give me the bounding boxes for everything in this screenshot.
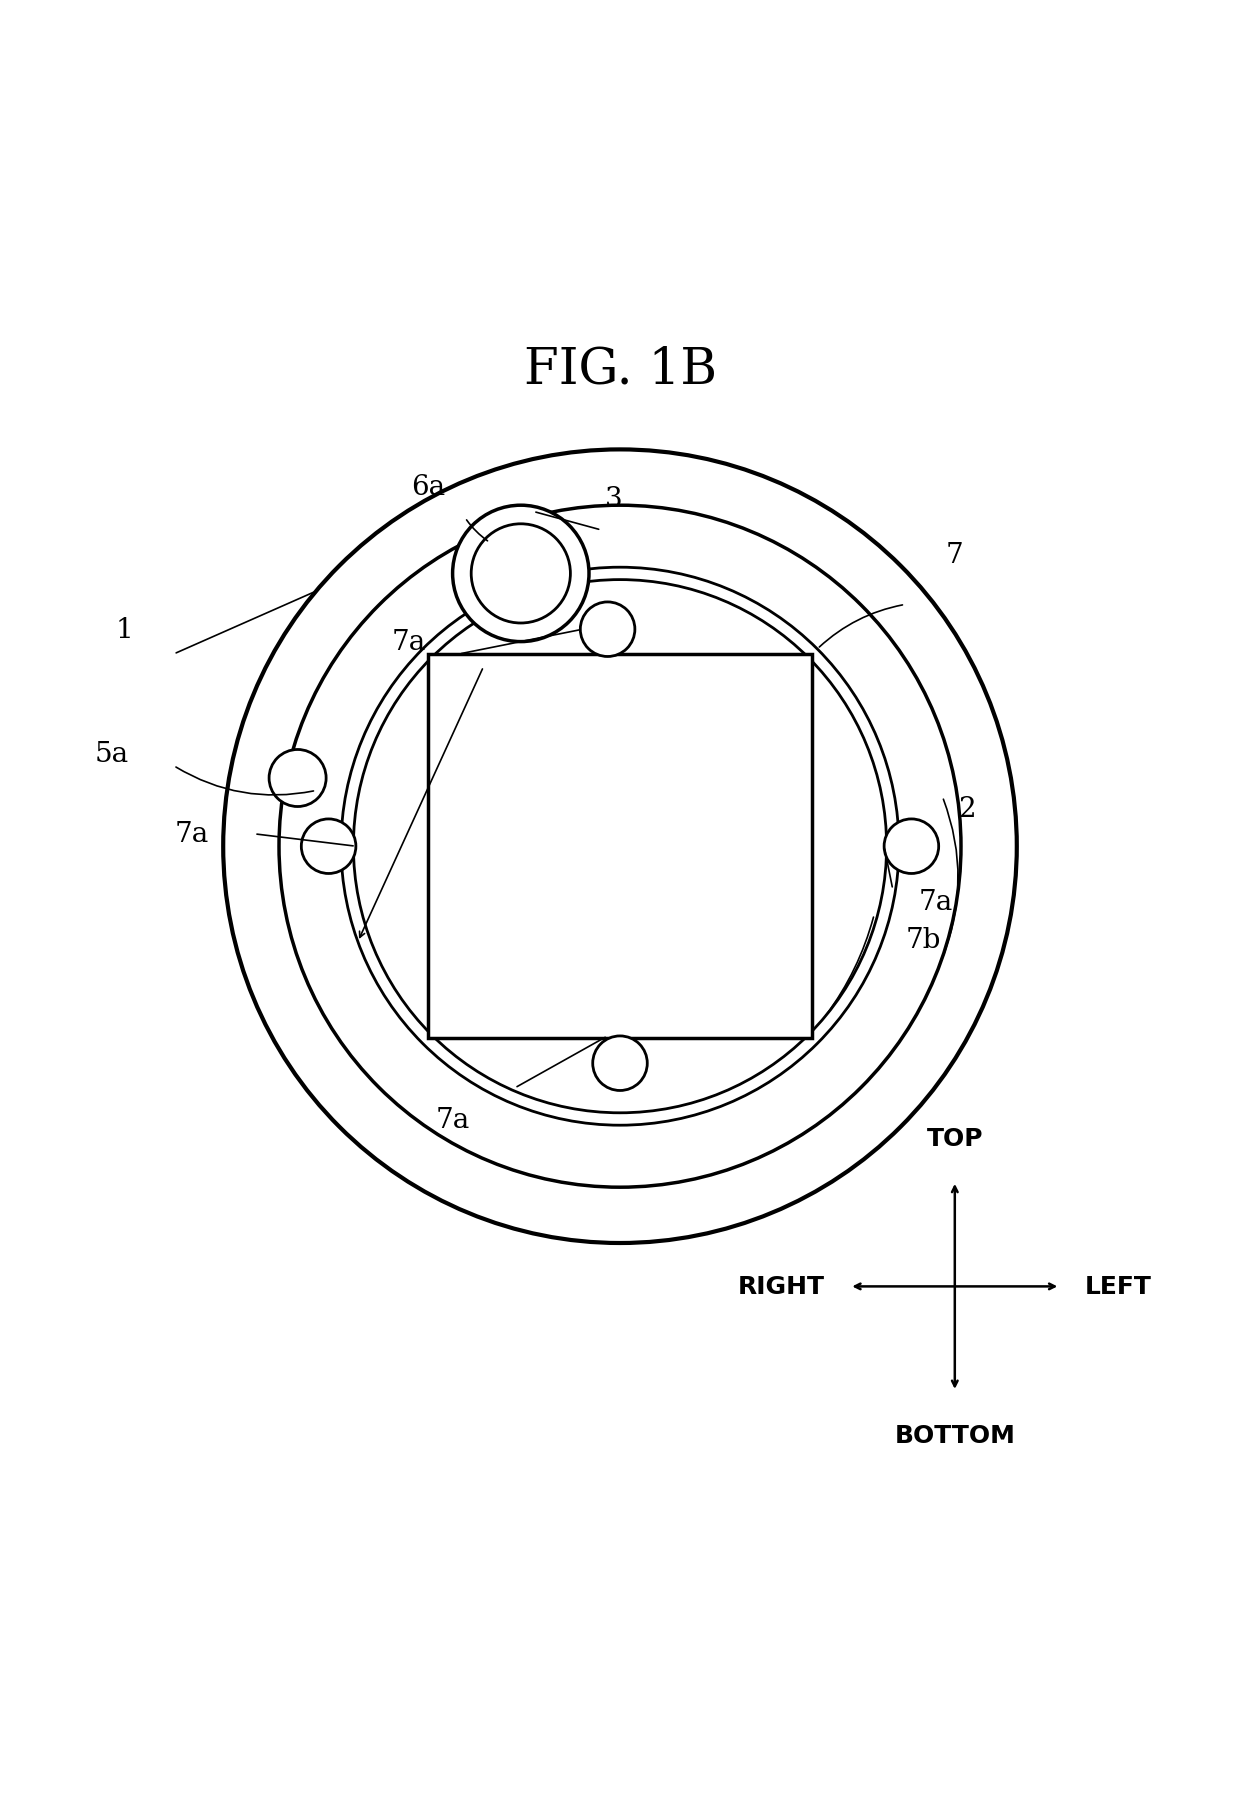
Text: 1: 1 [115,616,133,643]
Circle shape [471,525,570,625]
Text: 7a: 7a [392,628,427,655]
Text: 7a: 7a [919,890,954,915]
Circle shape [301,819,356,874]
Text: 5a: 5a [94,740,129,767]
Text: FIG. 1B: FIG. 1B [523,345,717,393]
Text: 7a: 7a [175,821,210,848]
Circle shape [453,505,589,643]
Text: 2: 2 [959,796,976,823]
Circle shape [884,819,939,874]
Text: 7: 7 [946,542,963,569]
Circle shape [593,1036,647,1090]
Bar [428,655,812,1040]
Circle shape [269,751,326,807]
Text: LEFT: LEFT [1085,1274,1152,1298]
Text: 6a: 6a [410,475,445,500]
Text: TOP: TOP [926,1126,983,1150]
Text: RIGHT: RIGHT [738,1274,825,1298]
Circle shape [580,603,635,657]
Text: BOTTOM: BOTTOM [894,1422,1016,1448]
Text: 3: 3 [605,486,622,513]
Text: 7a: 7a [435,1106,470,1134]
Text: 7b: 7b [906,926,941,953]
